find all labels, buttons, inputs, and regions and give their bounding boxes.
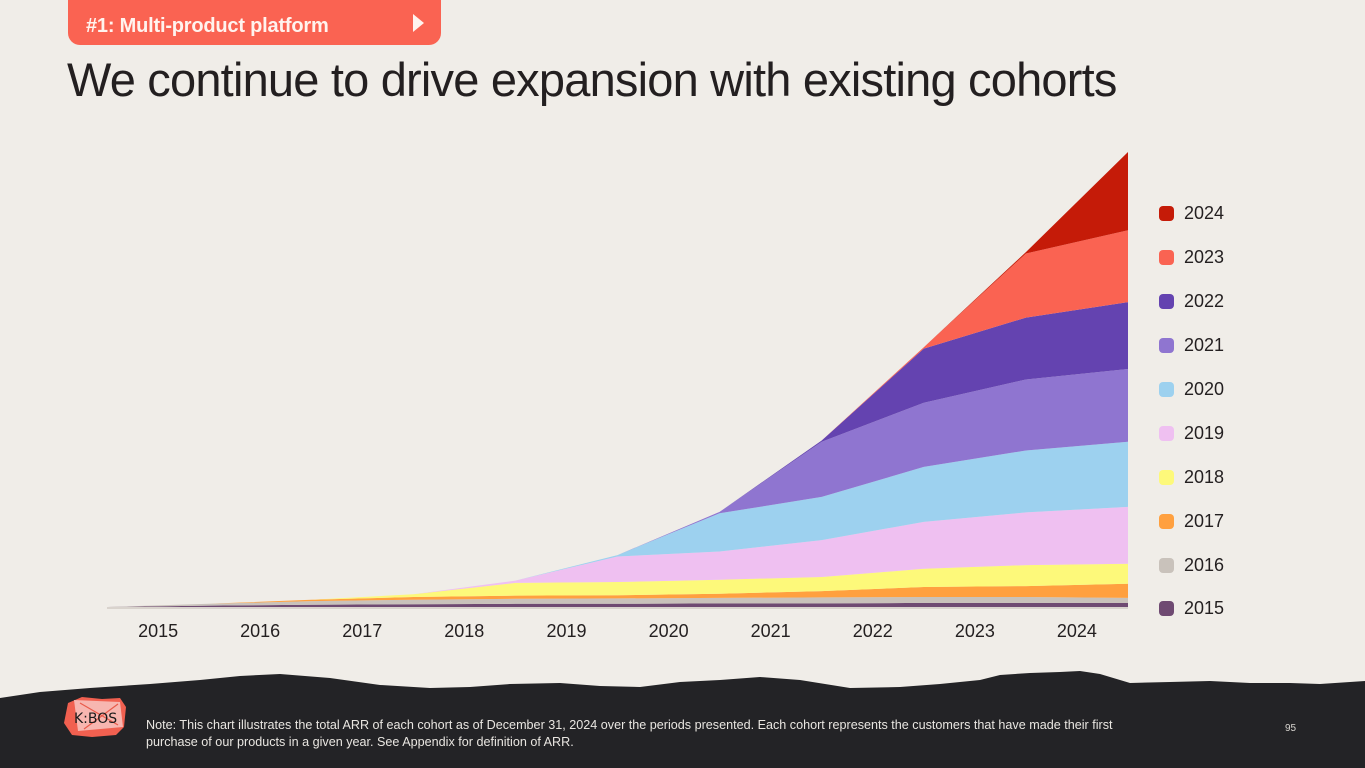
x-tick-label: 2019 — [546, 621, 586, 641]
legend-item: 2019 — [1159, 411, 1224, 455]
legend-item: 2015 — [1159, 587, 1224, 631]
legend-label: 2023 — [1184, 247, 1225, 268]
legend-label: 2020 — [1184, 379, 1225, 399]
x-tick-label: 2020 — [649, 621, 689, 641]
legend-label: 2015 — [1184, 598, 1225, 619]
legend-item: 2018 — [1159, 455, 1224, 499]
section-tab-label: #1: Multi-product platform — [86, 15, 329, 37]
area-cohort-2023 — [107, 230, 1128, 608]
chart-baseline — [107, 607, 1128, 609]
area-cohort-2018 — [107, 563, 1128, 607]
legend-item: 2024 — [1159, 192, 1224, 236]
stacked-area-chart: 2015 2016 2017 2018 2019 2020 2021 2022 2023 2024 — [107, 152, 1128, 641]
legend-label: 2021 — [1184, 335, 1225, 356]
legend-item: 2022 — [1159, 280, 1224, 324]
legend-label: 2017 — [1184, 510, 1225, 531]
x-tick-label: 2018 — [444, 621, 484, 641]
legend-item: 2020 — [1159, 368, 1224, 412]
area-cohort-2020 — [107, 441, 1128, 607]
legend-label: 2019 — [1184, 422, 1225, 443]
logo-text: K:BOS — [74, 711, 117, 727]
x-tick-label: 2024 — [1057, 621, 1097, 641]
legend-swatch — [1159, 469, 1174, 485]
x-tick-label: 2017 — [342, 621, 382, 641]
legend-swatch — [1159, 382, 1174, 397]
x-tick-label: 2021 — [751, 621, 791, 641]
legend-swatch — [1159, 250, 1174, 266]
legend-swatch — [1159, 206, 1174, 222]
legend-swatch — [1159, 557, 1174, 573]
legend-label: 2016 — [1184, 554, 1225, 575]
legend-swatch — [1159, 513, 1174, 529]
legend-label: 2022 — [1184, 291, 1225, 312]
legend-swatch — [1159, 601, 1174, 617]
area-cohort-2021 — [107, 369, 1128, 607]
area-cohort-2022 — [107, 302, 1128, 607]
legend-item: 2023 — [1159, 236, 1224, 280]
legend-item: 2017 — [1159, 499, 1224, 543]
legend-swatch — [1159, 294, 1174, 310]
footnote: Note: This chart illustrates the total A… — [146, 718, 1113, 749]
page-title: We continue to drive expansion with exis… — [67, 53, 1117, 106]
section-tab[interactable]: #1: Multi-product platform — [68, 0, 441, 45]
x-tick-label: 2022 — [853, 621, 893, 641]
x-axis-ticks: 2015 2016 2017 2018 2019 2020 2021 2022 2023 2024 — [138, 621, 1097, 641]
area-cohort-2017 — [107, 583, 1128, 607]
area-cohort-2015 — [107, 602, 1128, 607]
chart-areas — [107, 152, 1128, 609]
x-tick-label: 2023 — [955, 621, 995, 641]
play-arrow-icon — [413, 14, 424, 32]
page-number: 95 — [1285, 723, 1297, 734]
legend-label: 2024 — [1184, 203, 1225, 224]
legend-label: 2018 — [1184, 466, 1225, 487]
kibos-logo: K:BOS — [64, 697, 126, 737]
legend-item: 2021 — [1159, 324, 1224, 368]
torn-paper-edge — [0, 671, 1365, 768]
area-cohort-2016 — [107, 597, 1128, 607]
legend-swatch — [1159, 338, 1174, 354]
legend-item: 2016 — [1159, 543, 1224, 587]
area-cohort-2019 — [107, 506, 1128, 607]
footer — [0, 660, 1365, 768]
x-tick-label: 2015 — [138, 621, 178, 641]
legend-swatch — [1159, 425, 1174, 441]
chart-legend: 2024 2023 2022 2021 2020 2019 2018 2017 2016 2015 — [1159, 192, 1224, 631]
x-tick-label: 2016 — [240, 621, 280, 641]
